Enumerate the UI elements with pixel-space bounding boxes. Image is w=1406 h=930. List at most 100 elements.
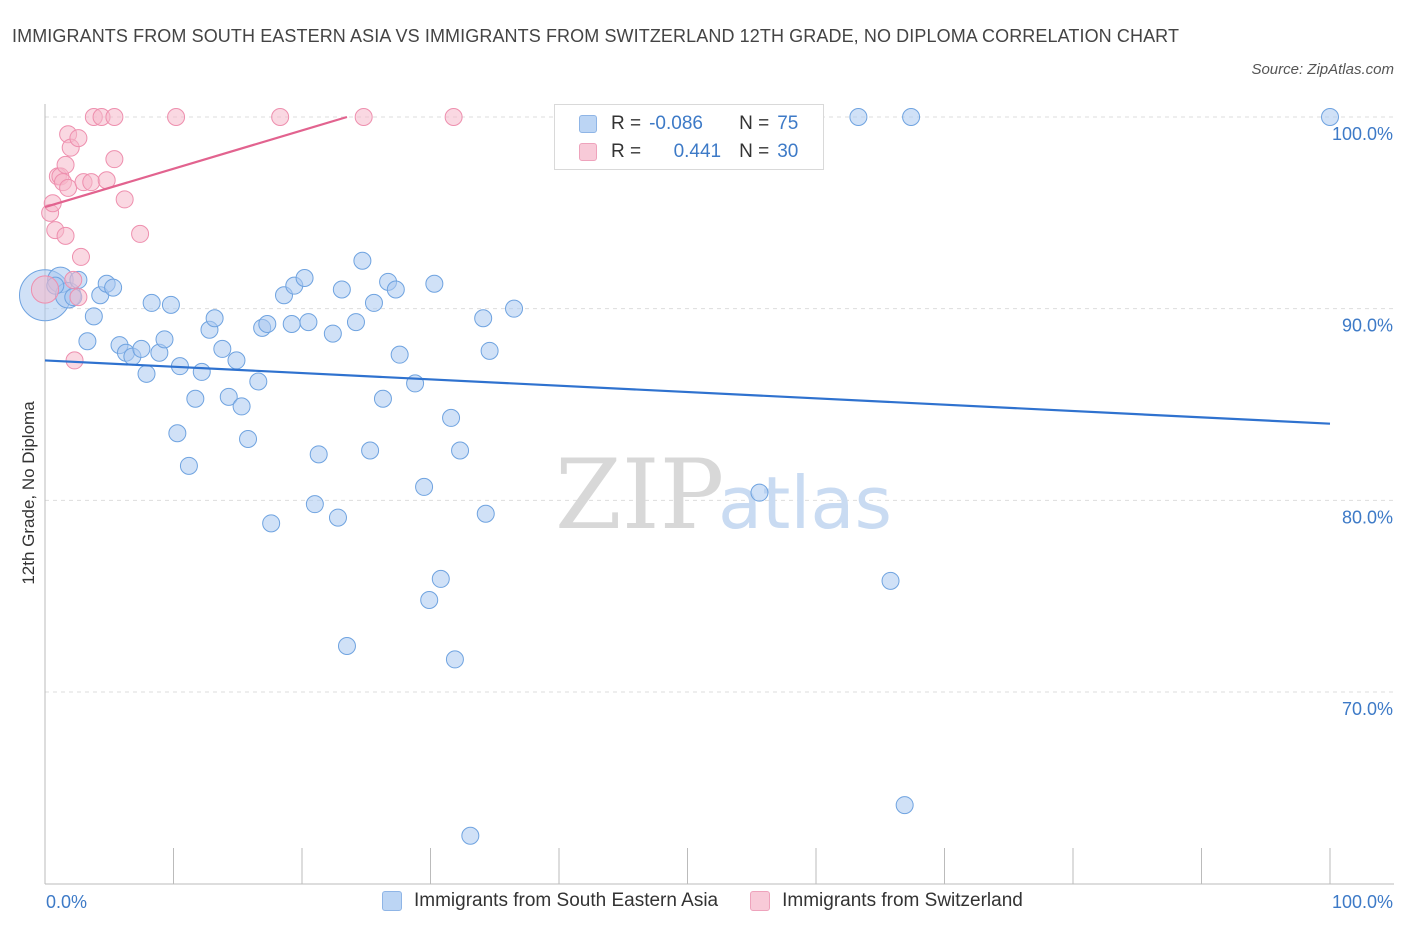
- series-legend-item-swiss[interactable]: Immigrants from Switzerland: [750, 890, 1023, 912]
- series-swatch-sea: [382, 891, 402, 911]
- point-sea: [390, 345, 409, 364]
- point-swiss: [59, 178, 78, 197]
- x-tick-label: 0.0%: [46, 892, 87, 912]
- watermark: ZIP atlas: [555, 439, 892, 551]
- point-sea: [186, 389, 205, 408]
- point-sea: [179, 456, 198, 475]
- point-sea: [161, 295, 180, 314]
- point-sea: [373, 389, 392, 408]
- point-swiss: [271, 108, 290, 126]
- point-sea: [461, 826, 480, 845]
- point-sea: [249, 372, 268, 391]
- point-sea: [451, 441, 470, 460]
- point-sea: [323, 324, 342, 343]
- point-sea: [168, 424, 187, 443]
- legend-swatch-sea: [579, 115, 597, 133]
- y-tick-label: 80.0%: [1342, 507, 1393, 527]
- point-sea: [346, 313, 365, 332]
- point-sea: [205, 309, 224, 328]
- chart-title: IMMIGRANTS FROM SOUTH EASTERN ASIA VS IM…: [12, 26, 1180, 46]
- point-sea: [431, 569, 450, 588]
- legend-n-value: 75: [777, 113, 799, 134]
- point-sea: [192, 362, 211, 381]
- trend-line-swiss: [44, 115, 348, 209]
- point-sea: [132, 339, 151, 358]
- point-sea: [445, 650, 464, 669]
- point-sea: [227, 351, 246, 370]
- legend-swatch-swiss: [579, 143, 597, 161]
- tick-labels: 70.0% 80.0% 90.0% 100.0% 0.0% 100.0%: [46, 124, 1393, 912]
- watermark-atlas: atlas: [718, 461, 892, 545]
- point-sea: [364, 293, 383, 312]
- point-swiss: [115, 190, 134, 209]
- point-sea: [750, 483, 769, 502]
- watermark-zip: ZIP: [555, 439, 724, 551]
- legend-row-sea: R = -0.086 N = 75: [579, 111, 798, 137]
- series-label-swiss: Immigrants from Switzerland: [782, 890, 1023, 911]
- legend-row-swiss: R = 0.441 N = 30: [579, 139, 798, 165]
- series-legend-item-sea[interactable]: Immigrants from South Eastern Asia: [382, 890, 718, 912]
- point-swiss: [30, 275, 60, 304]
- trend-line-sea: [44, 359, 1331, 425]
- legend-r-label: R =: [611, 113, 642, 134]
- source-label: Source: ZipAtlas.com: [1251, 61, 1394, 78]
- point-swiss: [354, 108, 373, 126]
- y-axis-label: 12th Grade, No Diploma: [19, 401, 38, 585]
- point-swiss: [71, 247, 90, 266]
- y-tick-label: 70.0%: [1342, 699, 1393, 719]
- point-swiss: [56, 226, 75, 245]
- point-sea: [337, 637, 356, 655]
- point-sea: [386, 280, 405, 299]
- series-swatch-swiss: [750, 891, 771, 911]
- point-sea: [299, 313, 318, 332]
- point-sea: [480, 341, 499, 360]
- point-swiss: [69, 129, 88, 148]
- y-tick-label: 90.0%: [1342, 316, 1393, 336]
- point-sea: [155, 330, 174, 349]
- point-swiss: [444, 108, 463, 126]
- point-sea: [78, 332, 97, 351]
- point-swiss: [105, 150, 124, 169]
- point-sea: [881, 571, 900, 590]
- point-sea: [219, 387, 238, 406]
- point-sea: [902, 108, 921, 126]
- point-sea: [361, 441, 380, 460]
- y-tick-label: 100.0%: [1332, 124, 1393, 144]
- point-sea: [232, 397, 251, 416]
- legend-r-value: -0.086: [649, 113, 703, 134]
- x-tick-label: 100.0%: [1332, 892, 1393, 912]
- point-sea: [353, 251, 372, 270]
- series-label-sea: Immigrants from South Eastern Asia: [414, 890, 719, 911]
- legend-n-value: 30: [777, 141, 799, 162]
- point-swiss: [56, 155, 75, 174]
- point-sea: [142, 293, 161, 312]
- point-swiss: [167, 108, 186, 126]
- point-sea: [476, 504, 495, 523]
- point-sea: [137, 364, 156, 383]
- point-sea: [213, 339, 232, 358]
- point-sea: [474, 309, 493, 328]
- point-swiss: [131, 224, 150, 243]
- axes: [44, 104, 1394, 885]
- point-sea: [239, 430, 258, 448]
- stats-legend: R = -0.086 N = 75 R = 0.441 N = 30: [554, 104, 824, 170]
- point-sea: [295, 269, 314, 287]
- point-sea: [505, 299, 524, 318]
- point-sea: [420, 591, 439, 609]
- point-sea: [305, 495, 324, 514]
- point-sea: [425, 274, 444, 293]
- point-sea: [84, 307, 103, 326]
- point-sea: [282, 315, 301, 333]
- point-sea: [262, 514, 281, 533]
- point-swiss: [64, 270, 83, 289]
- point-sea: [442, 408, 461, 427]
- point-sea: [895, 796, 914, 815]
- point-sea: [328, 508, 347, 527]
- legend-r-label: R =: [611, 141, 642, 162]
- point-sea: [332, 280, 351, 299]
- point-sea: [415, 477, 434, 496]
- point-swiss: [105, 108, 124, 126]
- point-sea: [849, 108, 868, 126]
- series-legend: Immigrants from South Eastern Asia Immig…: [382, 890, 1055, 912]
- point-sea: [258, 315, 277, 333]
